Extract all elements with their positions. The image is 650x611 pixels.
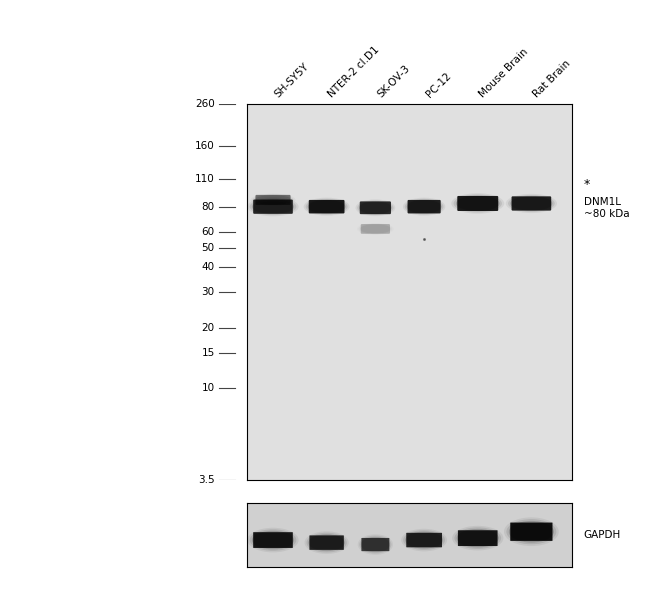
Text: 50: 50: [202, 243, 214, 253]
Ellipse shape: [254, 196, 292, 205]
Ellipse shape: [452, 526, 503, 551]
Text: 40: 40: [202, 262, 214, 272]
Text: 15: 15: [202, 348, 214, 357]
Ellipse shape: [306, 199, 348, 214]
Ellipse shape: [260, 202, 286, 205]
Ellipse shape: [309, 534, 345, 551]
Ellipse shape: [407, 200, 441, 213]
Ellipse shape: [304, 198, 350, 216]
Ellipse shape: [405, 532, 443, 549]
Text: SK-OV-3: SK-OV-3: [376, 63, 411, 99]
Text: SH-SY5Y: SH-SY5Y: [273, 61, 311, 99]
Ellipse shape: [456, 196, 500, 211]
Text: 3.5: 3.5: [198, 475, 214, 485]
Text: Rat Brain: Rat Brain: [532, 58, 573, 99]
Text: 60: 60: [202, 227, 214, 237]
Text: 20: 20: [202, 323, 214, 332]
FancyBboxPatch shape: [309, 200, 344, 213]
Ellipse shape: [509, 521, 554, 543]
FancyBboxPatch shape: [360, 202, 391, 214]
Text: 10: 10: [202, 383, 214, 393]
Text: 110: 110: [195, 174, 215, 184]
Ellipse shape: [307, 200, 346, 213]
Ellipse shape: [405, 199, 443, 214]
FancyBboxPatch shape: [408, 200, 441, 213]
Text: 260: 260: [195, 99, 215, 109]
FancyBboxPatch shape: [361, 224, 390, 234]
Text: DNM1L
~80 kDa: DNM1L ~80 kDa: [584, 197, 629, 219]
Ellipse shape: [454, 194, 502, 213]
Ellipse shape: [252, 531, 294, 549]
Ellipse shape: [248, 528, 298, 552]
FancyBboxPatch shape: [458, 530, 497, 546]
Ellipse shape: [250, 529, 296, 551]
FancyBboxPatch shape: [255, 195, 291, 205]
Ellipse shape: [359, 202, 392, 214]
Ellipse shape: [356, 199, 395, 216]
Text: 160: 160: [195, 141, 215, 151]
Ellipse shape: [457, 529, 499, 547]
Ellipse shape: [358, 200, 393, 215]
Ellipse shape: [451, 193, 504, 214]
Ellipse shape: [403, 198, 445, 216]
Text: PC-12: PC-12: [424, 70, 453, 99]
Ellipse shape: [454, 527, 501, 549]
Text: *: *: [584, 178, 590, 191]
Ellipse shape: [248, 197, 298, 216]
Text: NTER-2 cl.D1: NTER-2 cl.D1: [326, 44, 382, 99]
Ellipse shape: [252, 199, 294, 214]
Text: Mouse Brain: Mouse Brain: [478, 46, 530, 99]
Ellipse shape: [504, 518, 559, 546]
Ellipse shape: [361, 537, 390, 552]
Ellipse shape: [359, 536, 391, 554]
Ellipse shape: [508, 195, 554, 212]
FancyBboxPatch shape: [254, 532, 292, 548]
FancyBboxPatch shape: [406, 533, 442, 547]
Ellipse shape: [304, 532, 349, 554]
Ellipse shape: [506, 519, 556, 544]
Text: GAPDH: GAPDH: [584, 530, 621, 540]
FancyBboxPatch shape: [309, 535, 344, 550]
Text: 80: 80: [202, 202, 214, 211]
Ellipse shape: [401, 529, 447, 551]
Ellipse shape: [307, 533, 347, 552]
Ellipse shape: [403, 530, 445, 550]
Ellipse shape: [506, 194, 557, 213]
FancyBboxPatch shape: [254, 200, 292, 214]
Ellipse shape: [510, 196, 552, 211]
Text: 30: 30: [202, 287, 214, 297]
FancyBboxPatch shape: [361, 538, 389, 551]
FancyBboxPatch shape: [510, 522, 552, 541]
FancyBboxPatch shape: [458, 196, 498, 211]
Ellipse shape: [252, 194, 294, 205]
FancyBboxPatch shape: [512, 196, 551, 211]
Ellipse shape: [250, 198, 296, 215]
